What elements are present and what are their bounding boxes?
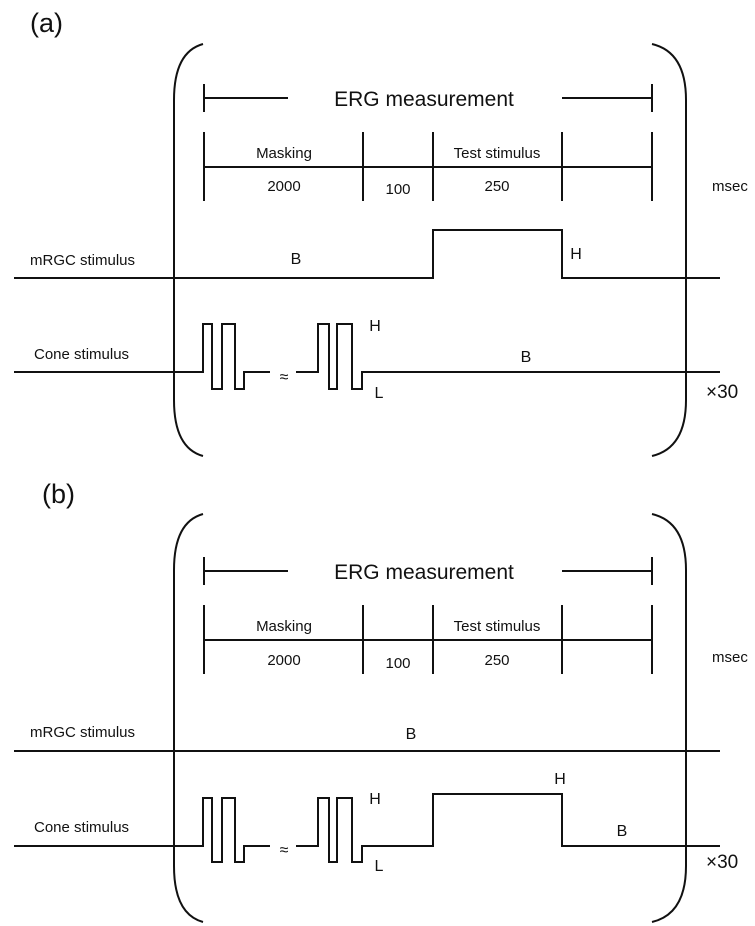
panel-b-test-label: Test stimulus — [454, 618, 541, 635]
panel-a-mrgc-label: mRGC stimulus — [30, 252, 135, 269]
panel-a-gap-duration: 100 — [385, 181, 410, 198]
panel-a-break-symbol: ≈ — [280, 369, 289, 386]
panel-a-cone-low: L — [375, 385, 384, 402]
panel-b-label: (b) — [42, 479, 75, 509]
panel-b-left-bracket — [173, 513, 204, 923]
panel-b-right-bracket — [651, 513, 687, 923]
panel-a-cone-high: H — [369, 318, 381, 335]
panel-a-erg-title: ERG measurement — [334, 88, 514, 111]
panel-b-repeat: ×30 — [706, 852, 738, 873]
panel-b-erg-bar — [203, 557, 653, 585]
panel-a-left-bracket — [173, 43, 204, 457]
panel-b-masking-label: Masking — [256, 618, 312, 635]
panel-b-unit: msec — [712, 649, 748, 666]
panel-b-cone-high: H — [369, 791, 381, 808]
panel-b-cone-pulses-2 — [296, 793, 720, 863]
panel-b-cone-pulses-1 — [14, 797, 270, 863]
panel-a-label: (a) — [30, 8, 63, 38]
panel-a-unit: msec — [712, 178, 748, 195]
panel-a-timeline — [203, 132, 653, 201]
panel-b-cone-step-high: H — [554, 771, 566, 788]
panel-b-break-symbol: ≈ — [280, 842, 289, 859]
panel-b-cone-label: Cone stimulus — [34, 819, 129, 836]
panel-b-timeline — [203, 605, 653, 674]
panel-a-cone-pulses-2 — [296, 323, 720, 390]
panel-a: (a) ERG measurement Masking Test stimulu… — [14, 8, 748, 457]
panel-a-test-label: Test stimulus — [454, 145, 541, 162]
panel-b: (b) ERG measurement Masking Test stimulu… — [14, 479, 748, 923]
panel-a-mrgc-base: B — [291, 251, 302, 268]
panel-b-erg-title: ERG measurement — [334, 561, 514, 584]
panel-a-masking-label: Masking — [256, 145, 312, 162]
panel-b-gap-duration: 100 — [385, 655, 410, 672]
panel-b-test-duration: 250 — [484, 652, 509, 669]
panel-b-cone-base: B — [617, 823, 628, 840]
panel-b-cone-low: L — [375, 858, 384, 875]
panel-a-mrgc-high: H — [570, 246, 582, 263]
panel-a-right-bracket — [651, 43, 687, 457]
panel-a-mrgc-trace — [14, 229, 720, 279]
panel-a-repeat: ×30 — [706, 382, 738, 403]
panel-a-masking-duration: 2000 — [267, 178, 300, 195]
panel-a-test-duration: 250 — [484, 178, 509, 195]
panel-a-cone-label: Cone stimulus — [34, 346, 129, 363]
panel-a-cone-base: B — [521, 349, 532, 366]
panel-b-masking-duration: 2000 — [267, 652, 300, 669]
panel-a-erg-bar — [203, 84, 653, 112]
panel-b-mrgc-label: mRGC stimulus — [30, 724, 135, 741]
panel-a-cone-pulses-1 — [14, 323, 270, 390]
panel-b-mrgc-base: B — [406, 726, 417, 743]
